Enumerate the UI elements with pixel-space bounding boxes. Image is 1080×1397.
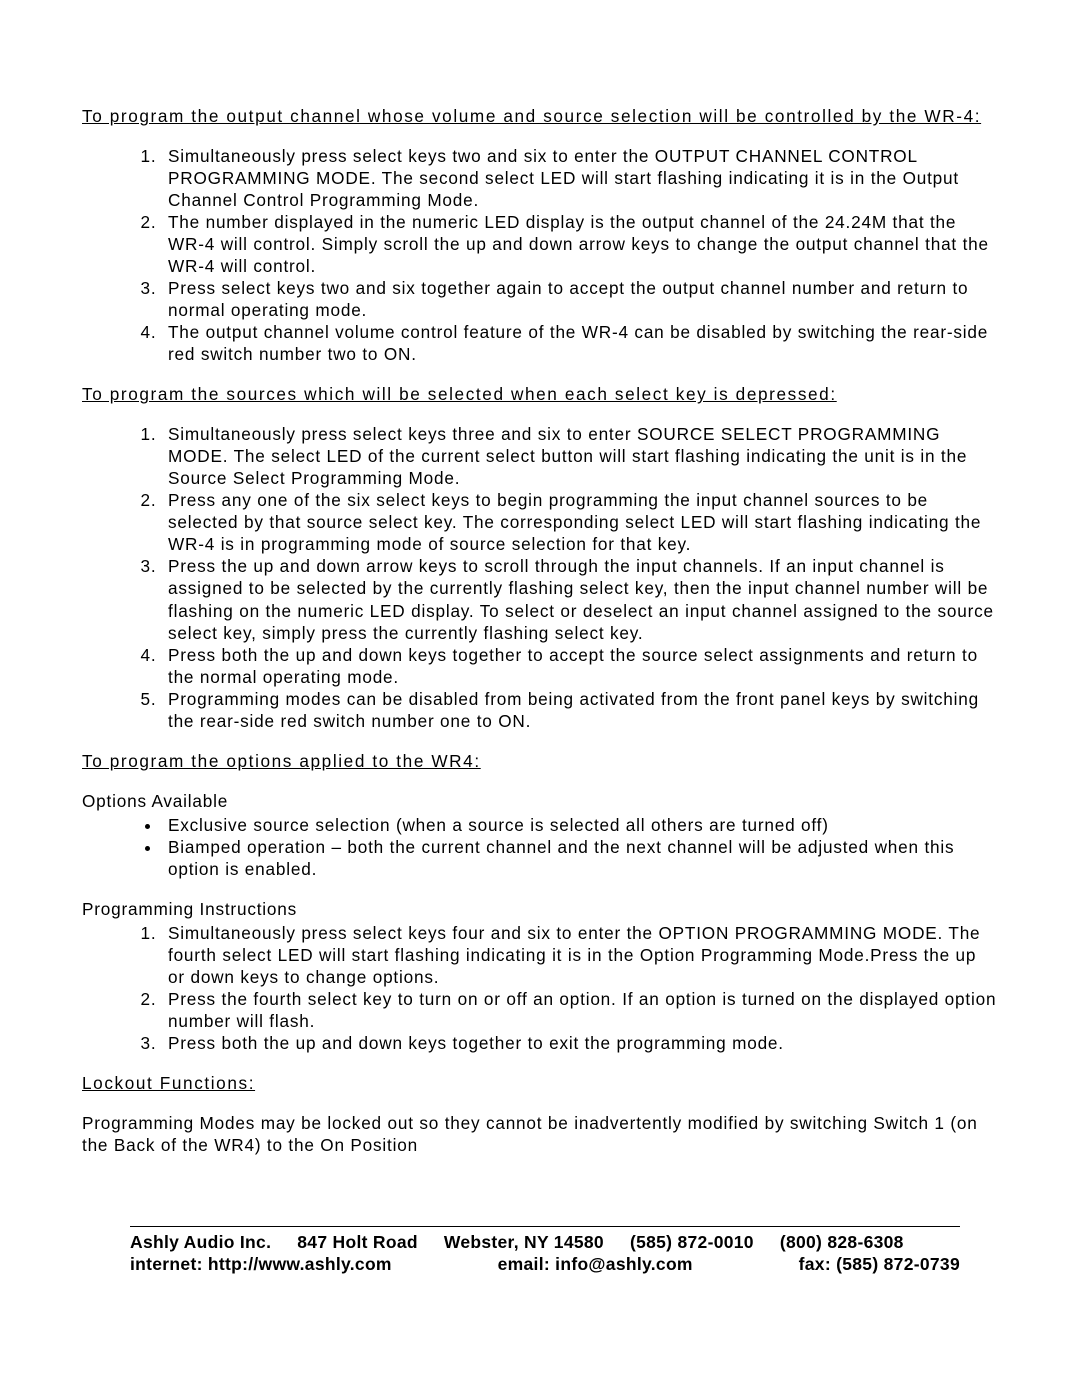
list-item: Simultaneously press select keys two and… <box>162 145 998 211</box>
list-item: Press any one of the six select keys to … <box>162 489 998 555</box>
footer-address: 847 Holt Road <box>297 1231 418 1253</box>
footer-email: email: info@ashly.com <box>498 1253 693 1275</box>
footer-phone1: (585) 872-0010 <box>630 1231 754 1253</box>
section1-list: Simultaneously press select keys two and… <box>82 145 998 365</box>
list-item: The number displayed in the numeric LED … <box>162 211 998 277</box>
footer-line-2: internet: http://www.ashly.com email: in… <box>130 1253 960 1275</box>
footer-company: Ashly Audio Inc. <box>130 1231 271 1253</box>
programming-instructions-label: Programming Instructions <box>82 898 998 920</box>
section4-heading: Lockout Functions: <box>82 1072 998 1094</box>
footer-rule <box>130 1226 960 1227</box>
footer-phone2: (800) 828-6308 <box>780 1231 904 1253</box>
list-item: The output channel volume control featur… <box>162 321 998 365</box>
section2-heading: To program the sources which will be sel… <box>82 383 998 405</box>
options-available-label: Options Available <box>82 790 998 812</box>
list-item: Press both the up and down keys together… <box>162 644 998 688</box>
list-item: Press select keys two and six together a… <box>162 277 998 321</box>
footer: Ashly Audio Inc. 847 Holt Road Webster, … <box>82 1226 998 1276</box>
section3-heading: To program the options applied to the WR… <box>82 750 998 772</box>
list-item: Programming modes can be disabled from b… <box>162 688 998 732</box>
options-list: Exclusive source selection (when a sourc… <box>82 814 998 880</box>
footer-line-1: Ashly Audio Inc. 847 Holt Road Webster, … <box>130 1231 998 1253</box>
instructions-list: Simultaneously press select keys four an… <box>82 922 998 1054</box>
section1-heading: To program the output channel whose volu… <box>82 105 998 127</box>
footer-fax: fax: (585) 872-0739 <box>799 1253 960 1275</box>
list-item: Press the fourth select key to turn on o… <box>162 988 998 1032</box>
list-item: Biamped operation – both the current cha… <box>162 836 998 880</box>
section4-body: Programming Modes may be locked out so t… <box>82 1112 998 1156</box>
section2-list: Simultaneously press select keys three a… <box>82 423 998 731</box>
footer-internet: internet: http://www.ashly.com <box>130 1253 392 1275</box>
list-item: Press the up and down arrow keys to scro… <box>162 555 998 643</box>
footer-citystate: Webster, NY 14580 <box>444 1231 604 1253</box>
list-item: Exclusive source selection (when a sourc… <box>162 814 998 836</box>
document-page: To program the output channel whose volu… <box>0 0 1080 1336</box>
list-item: Press both the up and down keys together… <box>162 1032 998 1054</box>
list-item: Simultaneously press select keys three a… <box>162 423 998 489</box>
list-item: Simultaneously press select keys four an… <box>162 922 998 988</box>
